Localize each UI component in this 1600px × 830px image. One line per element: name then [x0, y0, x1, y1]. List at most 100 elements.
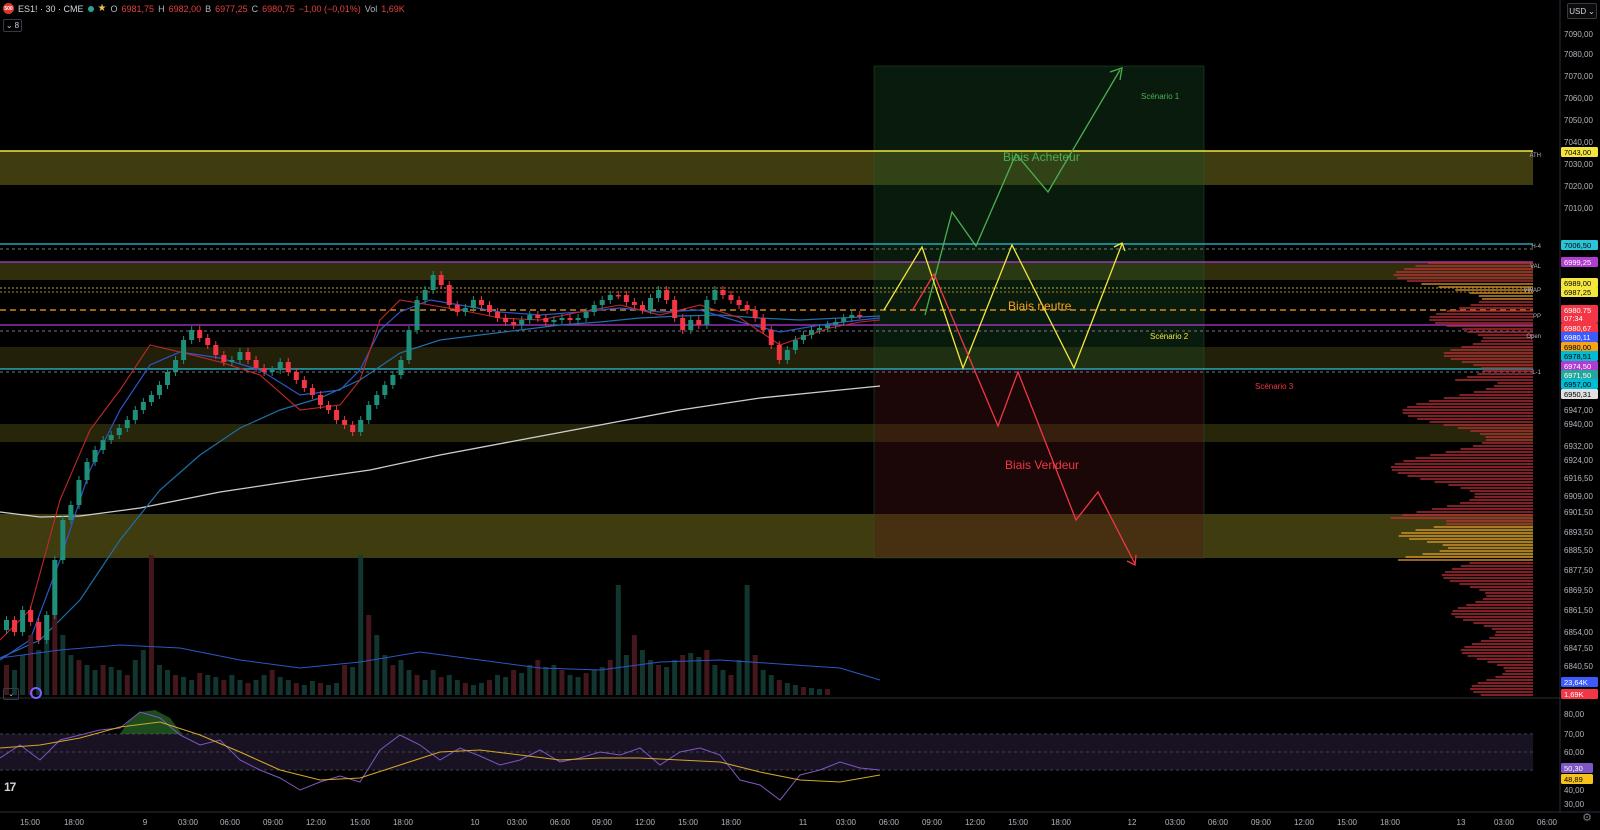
- volume-profile-row: [1463, 619, 1533, 621]
- time-label: 03:00: [836, 818, 857, 827]
- candle-body: [108, 435, 114, 440]
- time-label: 13: [1457, 818, 1466, 827]
- price-tag-bg: [1561, 305, 1598, 315]
- volume-profile-row: [1482, 337, 1533, 339]
- volume-bar: [712, 665, 718, 695]
- level-label: PP: [1533, 314, 1541, 320]
- price-tag: 23,64K: [1561, 677, 1598, 687]
- mid-zone: [0, 347, 1533, 369]
- volume-bar: [680, 655, 686, 695]
- rsi-tick-label: 40,00: [1564, 786, 1585, 795]
- candle-body: [833, 322, 839, 325]
- volume-bar: [301, 685, 307, 695]
- scenario-2-label: Scénario 2: [1150, 332, 1189, 341]
- volume-profile-row: [1472, 445, 1533, 447]
- candle-body: [768, 330, 774, 345]
- candle-body: [245, 352, 251, 360]
- price-tag-text: 7043,00: [1564, 148, 1591, 157]
- price-tick-label: 7070,00: [1564, 72, 1593, 81]
- indicators-toggle-button[interactable]: ⌄ 8: [3, 19, 22, 32]
- candle-body: [470, 300, 476, 308]
- volume-bar: [350, 667, 356, 695]
- price-tag-text: 6987,25: [1564, 288, 1591, 297]
- price-tick-label: 7090,00: [1564, 30, 1593, 39]
- volume-bar: [148, 555, 154, 695]
- volume-bar: [825, 689, 831, 695]
- volume-profile-row: [1409, 538, 1533, 540]
- candle-body: [334, 410, 340, 420]
- candle-body: [841, 318, 847, 322]
- time-label: 15:00: [1337, 818, 1358, 827]
- volume-bar: [4, 665, 9, 695]
- price-axis-bg[interactable]: [1560, 0, 1600, 812]
- candle-body: [20, 610, 26, 632]
- volume-bar: [68, 655, 74, 695]
- rsi-overbought-fill: [120, 710, 182, 734]
- volume-profile-row: [1443, 355, 1533, 357]
- low-value: 6977,25: [215, 3, 248, 14]
- volume-profile-row: [1485, 592, 1533, 594]
- price-tick-label: 6947,00: [1564, 406, 1593, 415]
- volume-bar: [768, 675, 774, 695]
- time-label: 12: [1128, 818, 1137, 827]
- candle-body: [261, 368, 267, 372]
- tradingview-logo-icon[interactable]: 17: [4, 780, 16, 794]
- candle-body: [446, 285, 452, 305]
- volume-profile-row: [1404, 268, 1533, 270]
- price-tick-label: 6940,00: [1564, 420, 1593, 429]
- volume-bar: [92, 670, 98, 695]
- close-label: C: [251, 3, 259, 14]
- volume-profile-row: [1403, 460, 1533, 462]
- time-axis-bg[interactable]: [0, 812, 1600, 830]
- candle-body: [792, 340, 798, 350]
- volume-profile-row: [1451, 568, 1533, 570]
- volume-bar: [60, 635, 66, 695]
- candle-body: [704, 300, 710, 325]
- rsi-line: [0, 711, 881, 801]
- candle-body: [744, 305, 750, 310]
- volume-bar: [52, 575, 58, 695]
- price-tick-label: 7010,00: [1564, 204, 1593, 213]
- volume-ma-line: [0, 644, 881, 681]
- settings-gear-icon[interactable]: ⚙: [1582, 812, 1592, 824]
- favorite-star-icon[interactable]: ★: [97, 3, 107, 14]
- volume-bar: [792, 685, 798, 695]
- candle-body: [100, 440, 106, 450]
- volume-profile-row: [1443, 424, 1533, 426]
- volume-bar: [165, 670, 170, 695]
- candle-body: [293, 372, 299, 380]
- time-label: 15:00: [350, 818, 371, 827]
- price-tag-text: 6980,75: [1564, 306, 1591, 315]
- time-label: 12:00: [635, 818, 656, 827]
- volume-profile-row: [1430, 454, 1533, 456]
- volume-bar: [358, 555, 364, 695]
- volume-profile-row: [1478, 301, 1533, 303]
- volume-profile-row: [1422, 553, 1533, 555]
- price-tag-bg: [1561, 342, 1598, 352]
- rsi-collapse-button[interactable]: ⌄: [3, 688, 19, 700]
- time-label: 12:00: [1294, 818, 1315, 827]
- symbol-name[interactable]: ES1! · 30 · CME: [18, 3, 84, 14]
- volume-profile-row: [1417, 418, 1533, 420]
- price-tag-bg: [1561, 332, 1598, 342]
- currency-selector[interactable]: USD ⌄: [1567, 3, 1597, 19]
- candle-body: [366, 405, 372, 420]
- volume-bar: [277, 677, 283, 695]
- candle-body: [213, 345, 219, 355]
- time-label: 09:00: [1251, 818, 1272, 827]
- volume-profile-row: [1407, 415, 1533, 417]
- rsi-indicator-icon[interactable]: [30, 687, 42, 699]
- symbol-legend[interactable]: 500 ES1! · 30 · CME ★ O 6981,75 H 6982,00 …: [3, 3, 405, 14]
- volume-bar: [752, 655, 758, 695]
- candle-body: [511, 322, 517, 325]
- candle-body: [478, 300, 484, 305]
- price-tick-label: 7080,00: [1564, 50, 1593, 59]
- volume-profile-row: [1461, 652, 1533, 654]
- volume-profile-row: [1402, 409, 1533, 411]
- candle-body: [221, 355, 227, 362]
- candle-body: [591, 305, 597, 312]
- candle-body: [454, 305, 460, 312]
- time-label: 09:00: [592, 818, 613, 827]
- volume-profile-row: [1416, 403, 1533, 405]
